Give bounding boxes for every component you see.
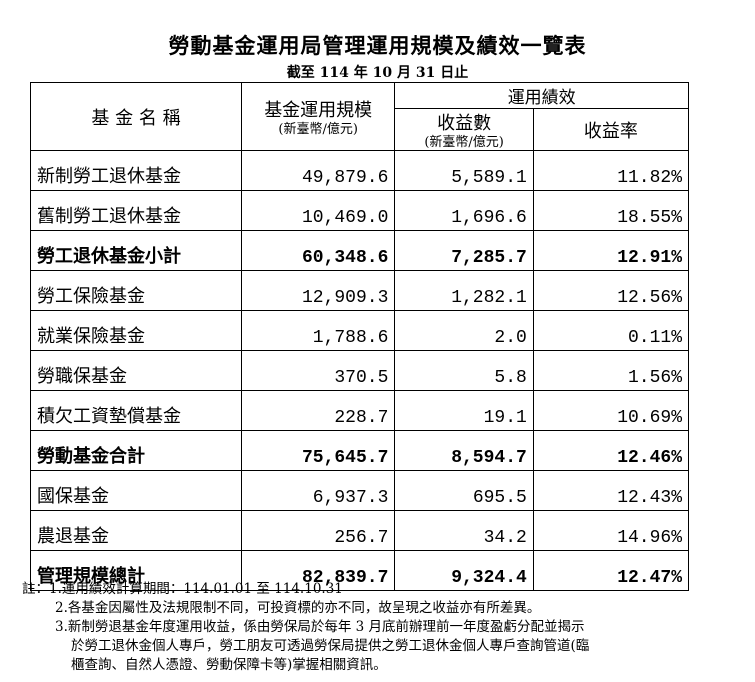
table-row: 農退基金 256.7 34.2 14.96%	[30, 510, 690, 551]
scale-cell: 256.7	[240, 510, 396, 551]
income-cell: 5.8	[394, 350, 534, 391]
fund-table: 基 金 名 稱 基金運用規模 (新臺幣/億元) 運用績效 收益數 (新臺幣/億元…	[30, 82, 690, 591]
table-row: 勞工保險基金 12,909.3 1,282.1 12.56%	[30, 270, 690, 311]
header-income: 收益數 (新臺幣/億元)	[394, 108, 534, 151]
income-cell: 5,589.1	[394, 150, 534, 191]
header-rate: 收益率	[532, 108, 690, 151]
rate-cell: 12.43%	[532, 470, 690, 511]
subtotal-row: 勞動基金合計 75,645.7 8,594.7 12.46%	[30, 430, 690, 471]
scale-cell: 228.7	[240, 390, 396, 431]
note-2: 2.各基金因屬性及法規限制不同，可投資標的亦不同，故呈現之收益亦有所差異。	[55, 600, 541, 616]
scale-cell: 10,469.0	[240, 190, 396, 231]
scale-cell: 12,909.3	[240, 270, 396, 311]
as-of-date: 截至 114 年 10 月 31 日止	[286, 65, 469, 81]
table-row: 積欠工資墊償基金 228.7 19.1 10.69%	[30, 390, 690, 431]
fund-name-cell: 國保基金	[30, 470, 242, 511]
scale-cell: 370.5	[240, 350, 396, 391]
rate-cell: 0.11%	[532, 310, 690, 351]
notes: 註：1.運用績效計算期間：114.01.01 至 114.10.31 2.各基金…	[22, 580, 589, 675]
table-row: 勞職保基金 370.5 5.8 1.56%	[30, 350, 690, 391]
scale-cell: 60,348.6	[240, 230, 396, 271]
table-row: 國保基金 6,937.3 695.5 12.43%	[30, 470, 690, 511]
income-cell: 8,594.7	[394, 430, 534, 471]
fund-name-cell: 新制勞工退休基金	[30, 150, 242, 191]
table-row: 就業保險基金 1,788.6 2.0 0.11%	[30, 310, 690, 351]
fund-name-cell: 勞職保基金	[30, 350, 242, 391]
subtotal-row: 管理規模總計 82,839.7 9,324.4 12.47%	[30, 550, 690, 591]
fund-name-cell: 積欠工資墊償基金	[30, 390, 242, 431]
income-cell: 1,282.1	[394, 270, 534, 311]
note-1: 註：1.運用績效計算期間：114.01.01 至 114.10.31	[22, 581, 343, 597]
income-cell: 7,285.7	[394, 230, 534, 271]
rate-cell: 11.82%	[532, 150, 690, 191]
scale-cell: 6,937.3	[240, 470, 396, 511]
header-scale-unit: (新臺幣/億元)	[278, 122, 358, 137]
note-3: 3.新制勞退基金年度運用收益，係由勞保局於每年 3 月底前辦理前一年度盈虧分配並…	[55, 619, 585, 635]
fund-name-cell: 農退基金	[30, 510, 242, 551]
rate-cell: 18.55%	[532, 190, 690, 231]
note-3-cont: 於勞工退休金個人專戶，勞工朋友可透過勞保局提供之勞工退休金個人專戶查詢管道(臨	[71, 638, 590, 654]
fund-name-cell: 管理規模總計	[30, 550, 242, 591]
income-cell: 9,324.4	[394, 550, 534, 591]
header-income-label: 收益數	[437, 113, 492, 134]
income-cell: 1,696.6	[394, 190, 534, 231]
income-cell: 2.0	[394, 310, 534, 351]
rate-cell: 12.91%	[532, 230, 690, 271]
header-scale-label: 基金運用規模	[264, 100, 373, 121]
rate-cell: 12.56%	[532, 270, 690, 311]
scale-cell: 49,879.6	[240, 150, 396, 191]
page-title: 勞動基金運用局管理運用規模及績效一覽表	[168, 33, 587, 58]
header-fund-name: 基 金 名 稱	[30, 82, 242, 151]
table-row: 新制勞工退休基金 49,879.6 5,589.1 11.82%	[30, 150, 690, 191]
fund-name-cell: 舊制勞工退休基金	[30, 190, 242, 231]
income-cell: 19.1	[394, 390, 534, 431]
rate-cell: 12.46%	[532, 430, 690, 471]
header-scale: 基金運用規模 (新臺幣/億元)	[240, 82, 396, 151]
rate-cell: 12.47%	[532, 550, 690, 591]
subtotal-row: 勞工退休基金小計 60,348.6 7,285.7 12.91%	[30, 230, 690, 271]
scale-cell: 82,839.7	[240, 550, 396, 591]
header-performance: 運用績效	[394, 82, 689, 109]
rate-cell: 14.96%	[532, 510, 690, 551]
scale-cell: 75,645.7	[240, 430, 396, 471]
rate-cell: 10.69%	[532, 390, 690, 431]
fund-name-cell: 勞工保險基金	[30, 270, 242, 311]
table-row: 舊制勞工退休基金 10,469.0 1,696.6 18.55%	[30, 190, 690, 231]
header-income-unit: (新臺幣/億元)	[424, 135, 504, 150]
income-cell: 34.2	[394, 510, 534, 551]
fund-name-cell: 勞動基金合計	[30, 430, 242, 471]
note-3-cont2: 櫃查詢、自然人憑證、勞動保障卡等)掌握相關資訊。	[71, 657, 387, 673]
fund-name-cell: 勞工退休基金小計	[30, 230, 242, 271]
rate-cell: 1.56%	[532, 350, 690, 391]
income-cell: 695.5	[394, 470, 534, 511]
fund-name-cell: 就業保險基金	[30, 310, 242, 351]
scale-cell: 1,788.6	[240, 310, 396, 351]
